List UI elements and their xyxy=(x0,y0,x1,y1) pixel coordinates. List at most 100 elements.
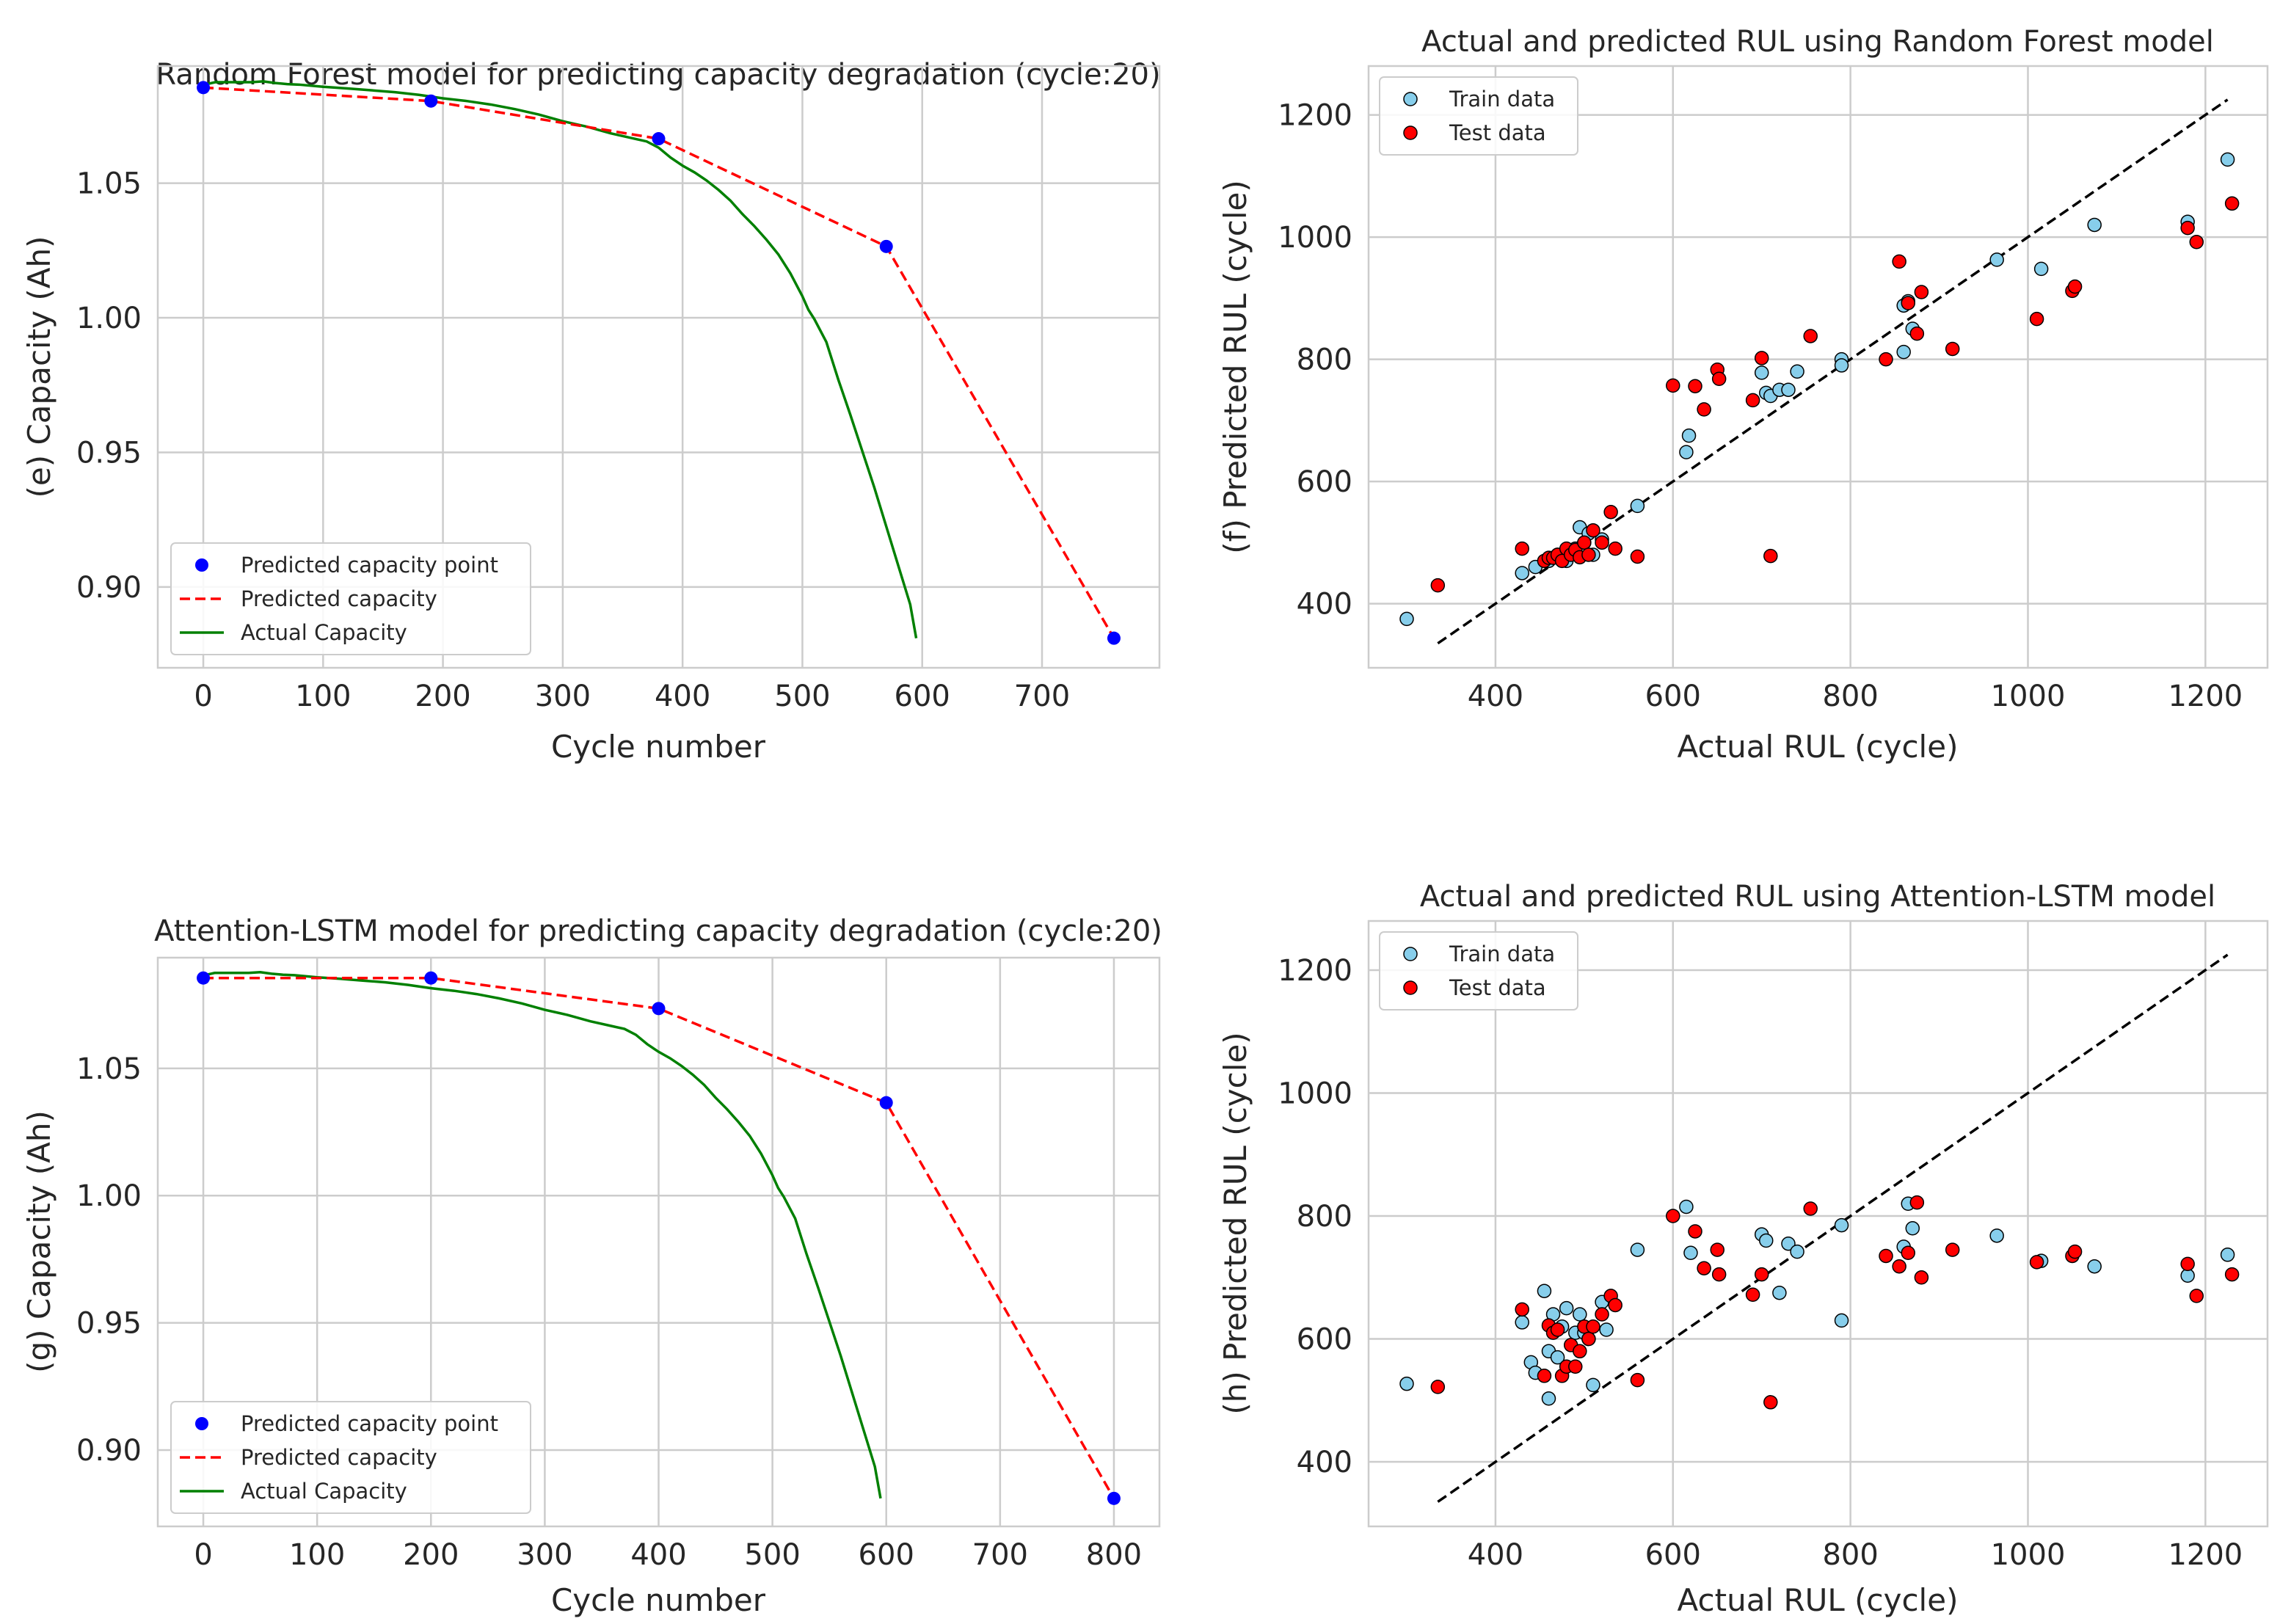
chart-h-test-point xyxy=(1550,1322,1565,1337)
chart-f-legend-label: Train data xyxy=(1449,87,1555,112)
chart-e-ytick-label: 0.90 xyxy=(76,571,142,605)
chart-g-xlabel: Cycle number xyxy=(551,1582,766,1618)
chart-h-test-point xyxy=(1914,1270,1929,1285)
chart-g-legend-marker-points xyxy=(195,1417,208,1430)
chart-h-diagonal-line xyxy=(1437,953,2229,1503)
chart-h-legend-marker-test xyxy=(1403,980,1418,995)
chart-h-test-point xyxy=(2029,1255,2044,1270)
chart-e-ytick-label: 0.95 xyxy=(76,436,142,470)
chart-f-test-point xyxy=(1688,379,1702,393)
chart-h-title: Actual and predicted RUL using Attention… xyxy=(1420,880,2215,914)
chart-f-test-point xyxy=(1754,351,1769,365)
chart-f-test-point xyxy=(1892,254,1906,269)
chart-f-train-point xyxy=(1834,358,1849,373)
chart-h-test-point xyxy=(1754,1267,1769,1282)
chart-h-test-point xyxy=(1430,1380,1446,1394)
chart-h-ytick-label: 1000 xyxy=(1278,1077,1352,1111)
chart-h-train-point xyxy=(1559,1300,1574,1316)
chart-h-test-point xyxy=(1945,1242,1960,1257)
chart-f-test-point xyxy=(1595,535,1609,550)
chart-e-xlabel: Cycle number xyxy=(551,729,766,765)
chart-h-ytick-label: 800 xyxy=(1297,1200,1352,1234)
chart-h: Actual and predicted RUL using Attention… xyxy=(1217,880,2269,1618)
chart-h-test-point xyxy=(2224,1267,2240,1282)
chart-e-xtick-label: 400 xyxy=(655,680,710,713)
chart-f-test-point xyxy=(1711,371,1727,386)
chart-f-test-point xyxy=(1430,578,1446,593)
chart-f-test-point xyxy=(2067,279,2083,294)
chart-f-test-point xyxy=(1603,504,1618,520)
chart-h-train-point xyxy=(1541,1391,1556,1406)
chart-f-test-point xyxy=(1515,541,1529,556)
chart-e-legend-label: Actual Capacity xyxy=(241,620,407,645)
chart-h-test-point xyxy=(1745,1287,1760,1302)
chart-g-ytick-label: 1.00 xyxy=(76,1179,142,1213)
chart-f-train-point xyxy=(1781,382,1796,397)
chart-h-test-point xyxy=(1515,1302,1529,1317)
chart-f-train-point xyxy=(1679,445,1694,459)
chart-h-legend-marker-train xyxy=(1403,947,1418,961)
chart-h-test-point xyxy=(1901,1245,1915,1261)
chart-f-train-point xyxy=(1515,566,1529,580)
chart-g-xtick-label: 400 xyxy=(630,1538,686,1572)
chart-h-test-point xyxy=(1879,1248,1893,1264)
chart-f-train-point xyxy=(2033,261,2049,277)
chart-h-train-point xyxy=(1586,1377,1600,1393)
chart-g-axes-frame xyxy=(156,956,1161,1528)
chart-e-xtick-label: 0 xyxy=(194,680,212,713)
chart-e-axes-frame xyxy=(156,65,1161,669)
chart-f-ytick-label: 1200 xyxy=(1278,99,1352,133)
chart-e-predicted-point xyxy=(424,94,438,108)
chart-f-test-point xyxy=(1577,535,1592,550)
chart-f-test-point xyxy=(2224,196,2240,211)
chart-e-legend-box xyxy=(170,542,531,655)
chart-e-xtick-label: 100 xyxy=(295,680,351,713)
chart-h-grid xyxy=(1369,921,2268,1526)
chart-h-test-point xyxy=(1537,1369,1552,1383)
chart-e-grid xyxy=(158,66,1159,668)
chart-f-xtick-label: 1200 xyxy=(2168,680,2243,713)
chart-h-train-point xyxy=(1573,1307,1587,1322)
chart-g-xtick-label: 100 xyxy=(289,1538,345,1572)
chart-g-title: Attention-LSTM model for predicting capa… xyxy=(154,914,1162,948)
chart-h-train-point xyxy=(1834,1217,1849,1233)
chart-h-train-point xyxy=(1683,1245,1698,1261)
chart-g-predicted-point xyxy=(652,1002,666,1016)
chart-g-predicted-point xyxy=(424,971,438,985)
chart-f-train-point xyxy=(1630,498,1645,514)
chart-h-test-point xyxy=(1892,1259,1906,1274)
chart-g-legend-label: Actual Capacity xyxy=(241,1479,407,1504)
chart-e-xtick-label: 600 xyxy=(895,680,950,713)
chart-e-predicted-point xyxy=(652,132,666,146)
chart-h-test-point xyxy=(1630,1372,1645,1388)
chart-f-ytick-label: 800 xyxy=(1297,343,1352,377)
chart-g-ylabel: (g) Capacity (Ah) xyxy=(21,1110,57,1373)
chart-f-test-point xyxy=(1697,402,1711,417)
chart-f-test-point xyxy=(1763,548,1778,564)
chart-h-axes-frame xyxy=(1367,920,2269,1528)
chart-g-actual-capacity-line xyxy=(203,971,882,1499)
chart-e-predicted-point xyxy=(879,239,893,253)
chart-h-test-point xyxy=(1909,1195,1925,1210)
chart-g-xtick-label: 600 xyxy=(859,1538,914,1572)
chart-h-test-point xyxy=(1710,1242,1724,1257)
chart-f-test-point xyxy=(1803,329,1818,343)
chart-h-test-point xyxy=(1697,1261,1711,1275)
chart-f-test-point xyxy=(1608,541,1622,556)
chart-e-xtick-label: 200 xyxy=(415,680,470,713)
chart-e-predicted-point xyxy=(1107,631,1121,645)
chart-h-test-point xyxy=(2189,1289,2204,1303)
chart-f-train-point xyxy=(2087,217,2102,233)
chart-g-predicted-capacity-line xyxy=(203,976,1115,1499)
chart-f-test-point xyxy=(1586,522,1600,538)
chart-h-train-point xyxy=(1781,1236,1796,1251)
chart-g-legend-label: Predicted capacity xyxy=(241,1445,437,1470)
chart-f-test-point xyxy=(1581,547,1596,562)
chart-f-test-point xyxy=(2029,311,2044,327)
chart-f-test-point xyxy=(1945,341,1960,357)
chart-h-train-point xyxy=(1905,1221,1920,1236)
chart-e-legend-label: Predicted capacity xyxy=(241,586,437,611)
chart-f-test-point xyxy=(1745,393,1760,408)
chart-f-legend-marker-train xyxy=(1403,92,1418,106)
